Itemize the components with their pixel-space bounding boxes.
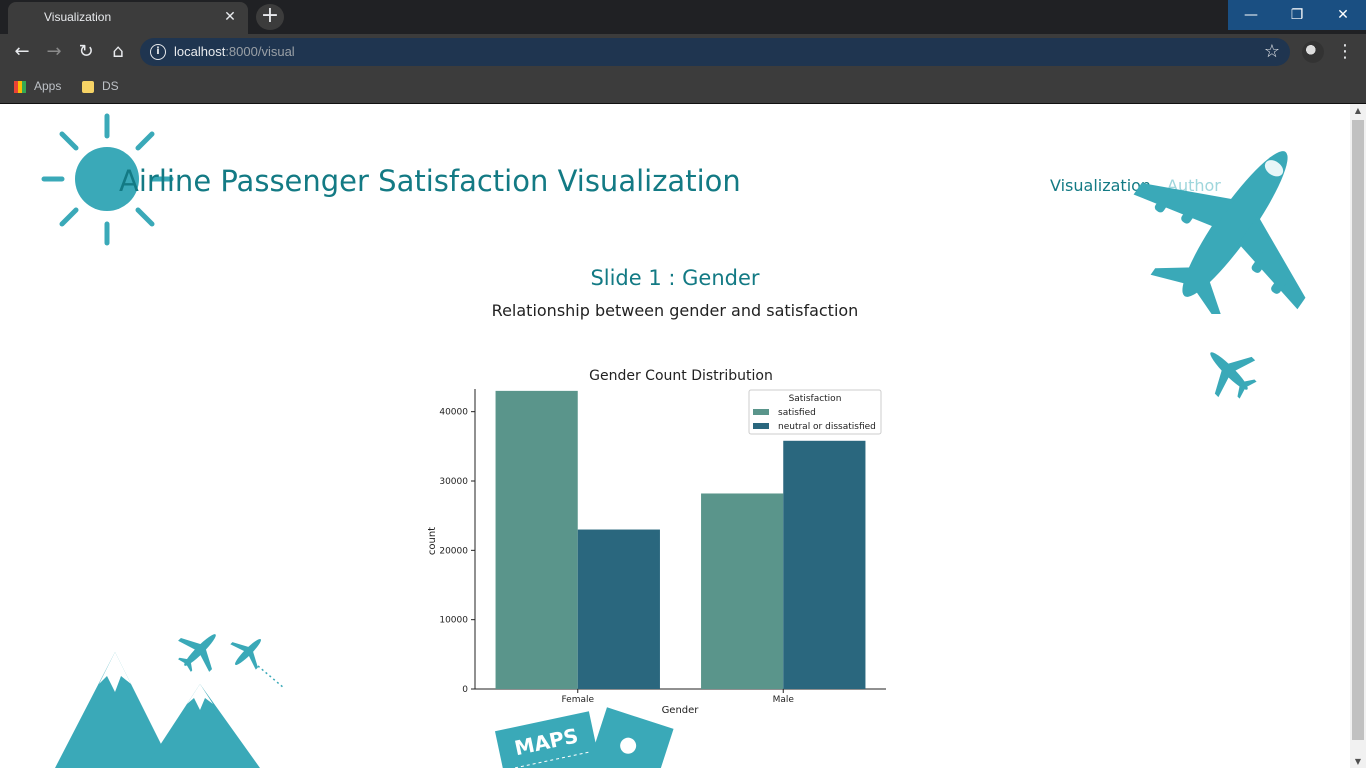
x-tick-label: Female <box>561 695 594 705</box>
page-title: Airline Passenger Satisfaction Visualiza… <box>119 164 741 198</box>
small-airplane-icon <box>1210 352 1257 399</box>
x-tick-label: Male <box>773 695 795 705</box>
bookmark-label: Apps <box>34 79 62 93</box>
y-tick-label: 40000 <box>439 408 468 418</box>
apps-grid-icon <box>14 80 26 93</box>
profile-avatar[interactable] <box>1302 41 1324 63</box>
window-restore-button[interactable]: ❐ <box>1274 0 1320 30</box>
airplane-icon <box>1133 151 1306 314</box>
page-viewport: Airline Passenger Satisfaction Visualiza… <box>0 104 1350 768</box>
kebab-menu-icon[interactable]: ⋮ <box>1336 41 1354 62</box>
reload-icon[interactable]: ↻ <box>78 41 94 62</box>
y-tick-label: 30000 <box>439 477 468 487</box>
bookmark-label: DS <box>102 79 119 93</box>
nav-link-visualization[interactable]: Visualization <box>1050 176 1152 195</box>
y-tick-label: 20000 <box>439 546 468 556</box>
bar-male-dissatisfied <box>783 440 866 689</box>
legend-title: Satisfaction <box>789 394 842 404</box>
browser-chrome: Visualization ✕ + — ❐ ✕ ← → ↻ ⌂ i localh… <box>0 0 1366 104</box>
y-tick-label: 10000 <box>439 616 468 626</box>
url-path: :8000/visual <box>225 44 295 59</box>
legend-label-satisfied: satisfied <box>778 408 816 418</box>
legend-box <box>748 389 882 435</box>
folder-icon <box>82 80 94 93</box>
url-host: localhost <box>174 44 226 59</box>
forward-arrow-icon[interactable]: → <box>46 41 62 62</box>
chart-plot-area: 0 10000 20000 30000 40000 Female Male <box>439 389 886 705</box>
sun-icon <box>41 113 174 246</box>
legend-swatch-dissatisfied <box>753 423 769 429</box>
scrollbar-thumb[interactable] <box>1352 120 1364 740</box>
scroll-up-arrow-icon[interactable]: ▲ <box>1354 106 1362 115</box>
chart-legend: Satisfaction satisfied neutral or dissat… <box>748 389 882 435</box>
bookmark-star-icon[interactable]: ☆ <box>1263 41 1280 62</box>
back-arrow-icon[interactable]: ← <box>14 41 30 62</box>
bar-female-dissatisfied <box>577 529 660 689</box>
close-icon[interactable]: ✕ <box>224 9 236 25</box>
address-bar[interactable]: i localhost:8000/visual ☆ <box>140 38 1290 66</box>
slide-title: Slide 1 : Gender <box>590 266 760 290</box>
browser-toolbar: ← → ↻ ⌂ i localhost:8000/visual ☆ <box>0 34 1366 70</box>
legend-swatch-satisfied <box>753 409 769 415</box>
gender-count-chart: Gender Count Distribution 0 10000 20000 300… <box>427 368 886 716</box>
page-scrollbar[interactable]: ▲ ▼ <box>1350 104 1366 768</box>
x-axis-label: Gender <box>662 705 700 716</box>
bar-female-satisfied <box>495 390 578 689</box>
legend-label-dissatisfied: neutral or dissatisfied <box>778 422 876 432</box>
bookmark-ds[interactable]: DS <box>82 76 119 96</box>
window-close-button[interactable]: ✕ <box>1320 0 1366 30</box>
info-icon[interactable]: i <box>150 44 166 60</box>
maps-icon: MAPS <box>494 707 674 768</box>
window-minimize-button[interactable]: — <box>1228 0 1274 30</box>
small-airplanes-icon <box>178 634 285 689</box>
url-text[interactable]: localhost:8000/visual <box>174 44 295 59</box>
scroll-down-arrow-icon[interactable]: ▼ <box>1354 757 1362 766</box>
y-axis-label: count <box>427 527 438 555</box>
slide-subtitle: Relationship between gender and satisfac… <box>491 301 859 320</box>
tab-title: Visualization <box>44 10 112 24</box>
bookmark-apps[interactable]: Apps <box>14 76 61 96</box>
new-tab-button[interactable]: + <box>256 4 284 30</box>
y-tick-label: 0 <box>462 685 468 695</box>
chart-title: Gender Count Distribution <box>589 368 773 384</box>
tab-strip: Visualization ✕ + — ❐ ✕ <box>0 0 1366 34</box>
bookmarks-bar: Apps DS <box>0 70 1366 104</box>
mountains-icon <box>55 652 260 768</box>
bar-male-satisfied <box>701 493 784 689</box>
home-icon[interactable]: ⌂ <box>112 41 124 62</box>
browser-tab[interactable]: Visualization ✕ <box>8 2 248 34</box>
